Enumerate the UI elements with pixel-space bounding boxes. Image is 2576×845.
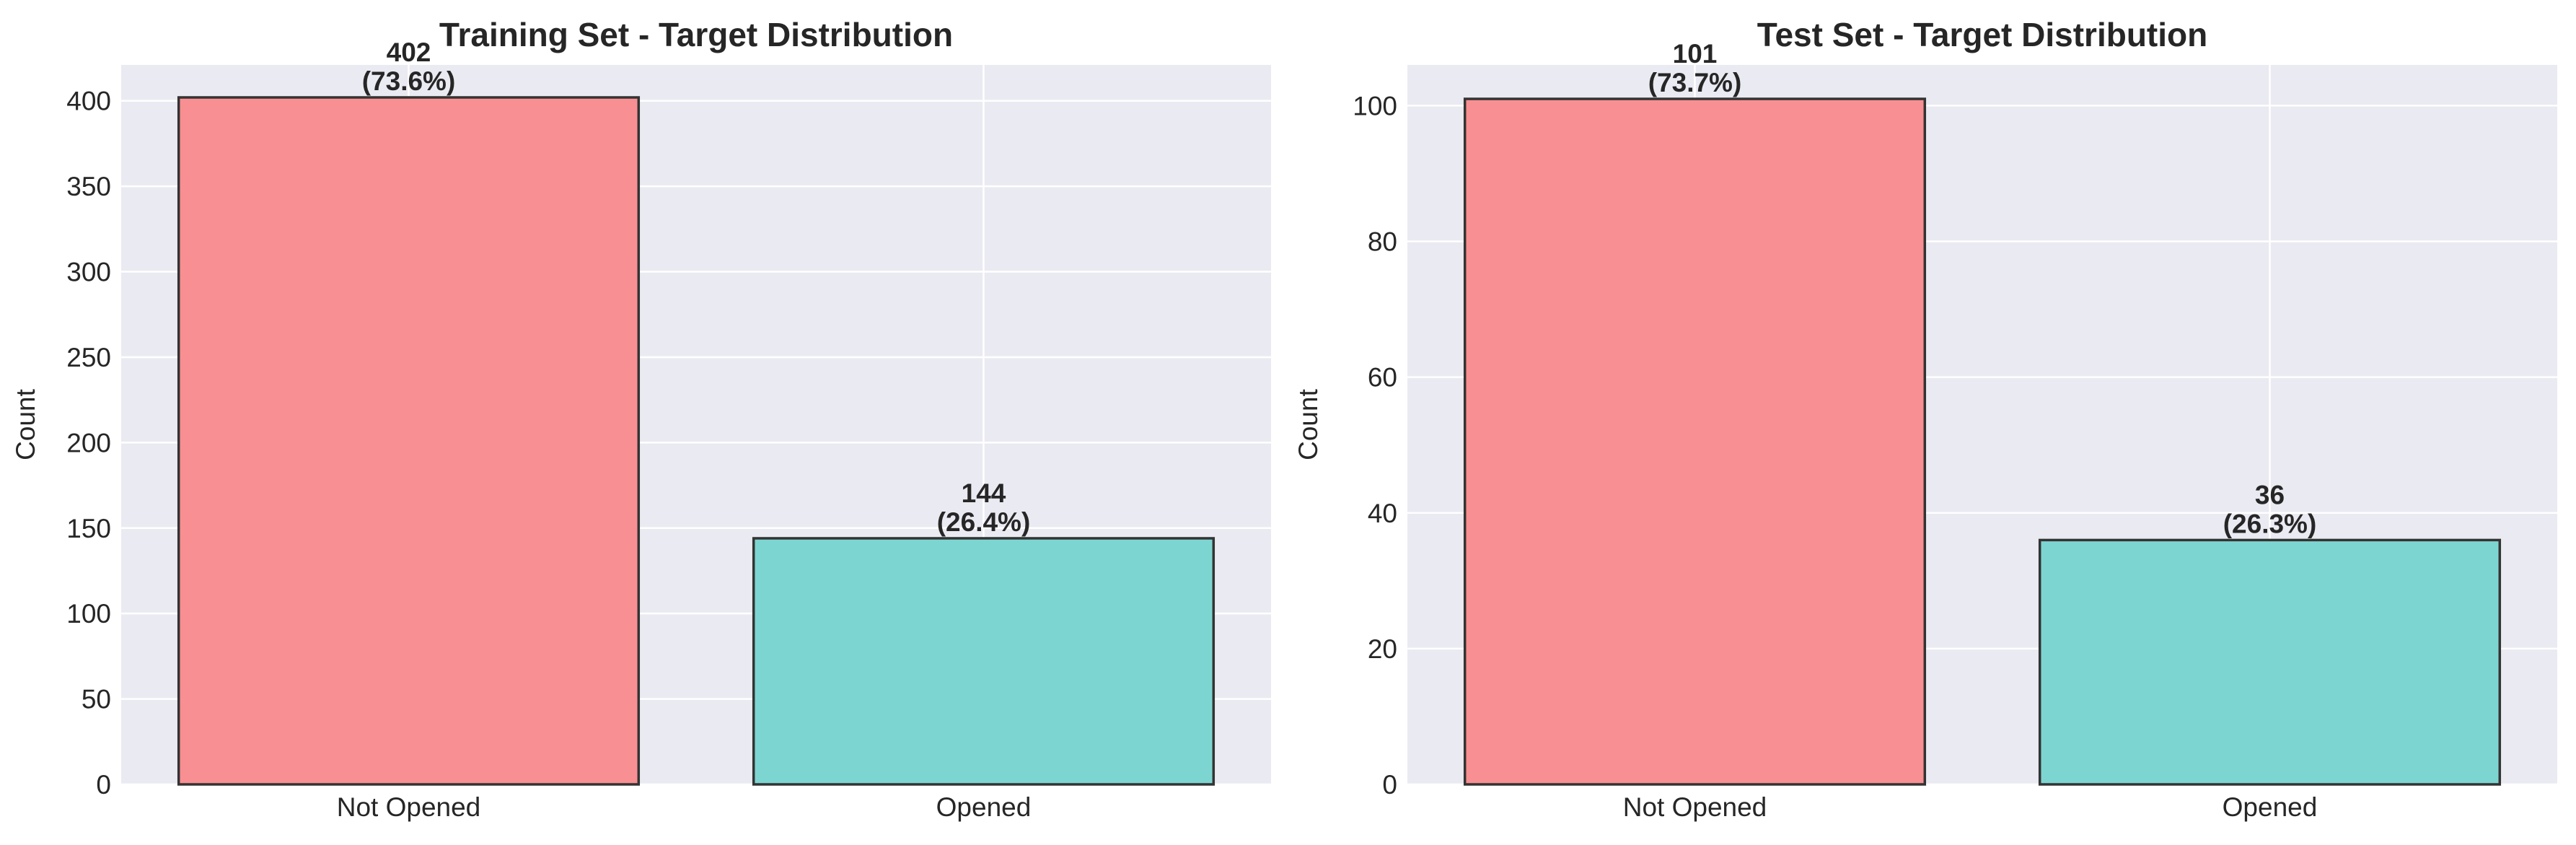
test-y-tick-label: 60 xyxy=(1368,363,1397,393)
test-chart-title: Test Set - Target Distribution xyxy=(1757,16,2207,53)
training-y-tick-label: 400 xyxy=(66,87,111,116)
test-bar-1 xyxy=(2038,538,2502,786)
training-bar-count-label: 144 xyxy=(962,478,1006,508)
training-bar-percent-label: (26.4%) xyxy=(937,507,1031,537)
test-y-tick-label: 20 xyxy=(1368,634,1397,664)
training-bar-1 xyxy=(752,537,1216,786)
training-y-tick-label: 350 xyxy=(66,172,111,201)
test-bar-count-label: 101 xyxy=(1673,39,1718,69)
training-y-tick-label: 0 xyxy=(96,770,111,800)
test-y-tick-label: 80 xyxy=(1368,227,1397,257)
test-y-tick-label: 100 xyxy=(1353,91,1397,121)
test-y-axis-label: Count xyxy=(1293,388,1323,460)
training-bar-0 xyxy=(177,96,641,786)
training-y-tick-label: 50 xyxy=(82,685,111,714)
training-set-chart: 402(73.6%) 144(26.4%) 0 50 100 150 200 250 300 35… xyxy=(11,16,1271,822)
training-chart-title: Training Set - Target Distribution xyxy=(439,16,953,53)
test-category-label: Not Opened xyxy=(1623,792,1767,822)
test-category-label: Opened xyxy=(2223,792,2318,822)
training-y-axis-label: Count xyxy=(11,388,40,460)
test-bar-percent-label: (73.7%) xyxy=(1648,68,1742,97)
test-set-chart: 101(73.7%) 36(26.3%) 0 20 40 60 80 100 Not Opene… xyxy=(1293,16,2557,822)
training-y-tick-label: 150 xyxy=(66,514,111,543)
training-bar-percent-label: (73.6%) xyxy=(362,66,456,96)
training-y-tick-label: 250 xyxy=(66,343,111,372)
training-bar-count-label: 402 xyxy=(387,38,431,67)
test-y-tick-label: 0 xyxy=(1382,770,1397,800)
training-y-tick-label: 300 xyxy=(66,258,111,287)
training-category-label: Not Opened xyxy=(337,792,481,822)
test-bar-count-label: 36 xyxy=(2255,480,2285,509)
test-bar-0 xyxy=(1463,97,1927,786)
test-y-tick-label: 40 xyxy=(1368,499,1397,528)
training-y-tick-label: 200 xyxy=(66,428,111,457)
test-bar-percent-label: (26.3%) xyxy=(2223,509,2317,538)
training-y-tick-label: 100 xyxy=(66,599,111,629)
training-category-label: Opened xyxy=(936,792,1032,822)
